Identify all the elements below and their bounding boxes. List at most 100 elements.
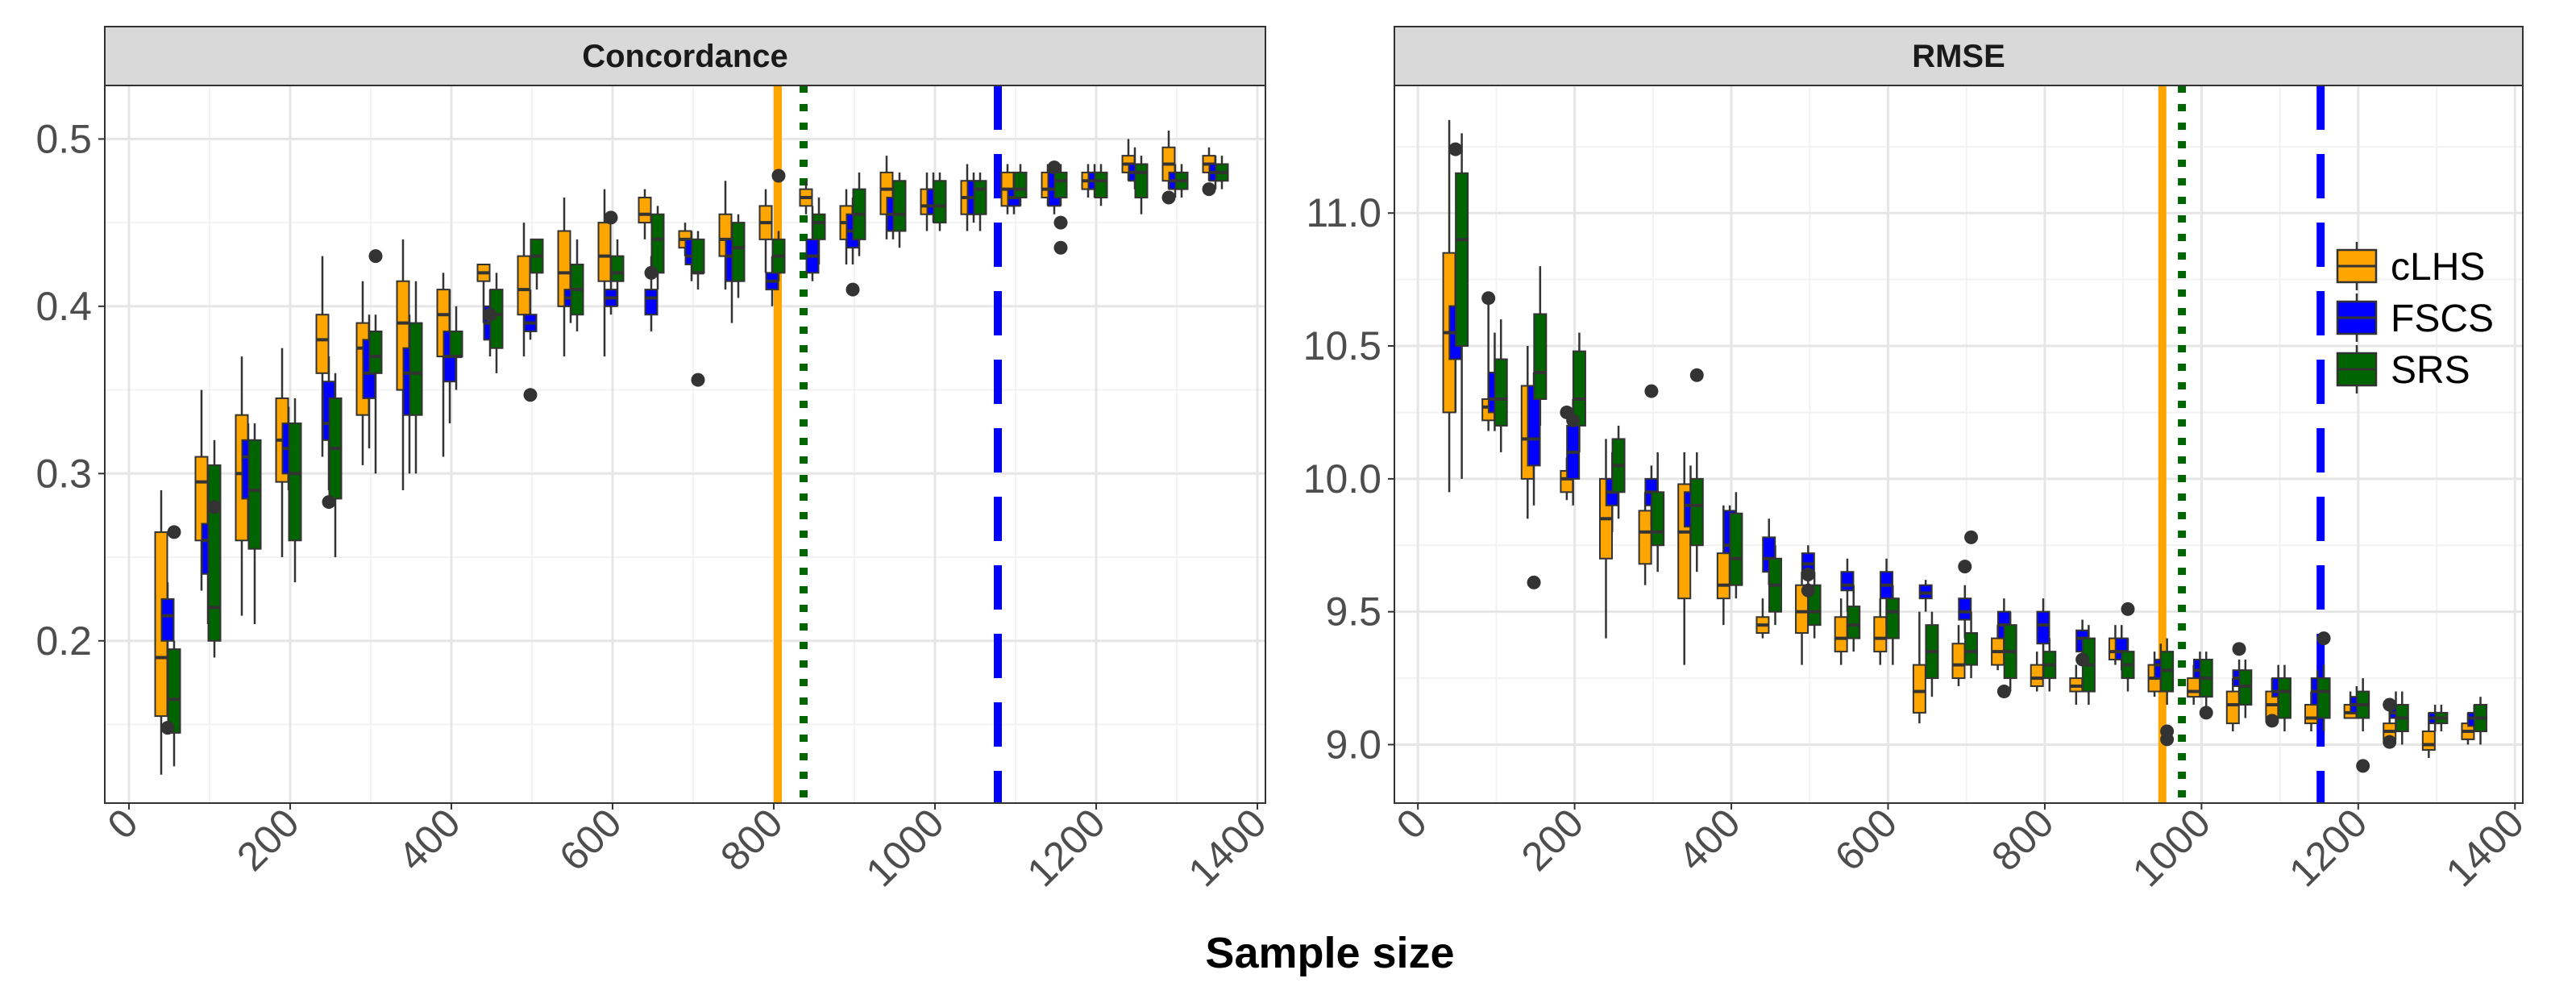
x-tick-label: 400 xyxy=(389,800,469,880)
box-SRS xyxy=(812,213,826,240)
outlier-point xyxy=(1996,685,2011,699)
y-tick-label: 0.3 xyxy=(35,451,92,496)
box-cLHS xyxy=(1912,664,1926,714)
outlier-point xyxy=(2199,706,2213,720)
box-SRS xyxy=(247,439,262,550)
outlier-point xyxy=(2356,759,2370,773)
y-tick-label: 10.0 xyxy=(1303,456,1381,502)
y-tick-label: 0.5 xyxy=(35,116,92,161)
x-tick-label: 1200 xyxy=(2280,800,2375,895)
panel-background xyxy=(1394,85,2523,803)
box-FSCS xyxy=(2036,610,2050,645)
box-cLHS xyxy=(638,196,652,224)
box-SRS xyxy=(1533,313,1548,400)
box-cLHS xyxy=(597,222,612,282)
outlier-point xyxy=(1566,413,1581,427)
box-SRS xyxy=(1134,163,1149,198)
box-cLHS xyxy=(1873,616,1888,653)
box-FSCS xyxy=(160,597,175,642)
outlier-point xyxy=(604,210,618,225)
box-cLHS xyxy=(2187,677,2201,698)
y-tick-label: 11.0 xyxy=(1306,190,1381,235)
box-SRS xyxy=(1885,597,1900,639)
box-SRS xyxy=(167,648,181,734)
outlier-point xyxy=(691,373,705,387)
outlier-point xyxy=(523,388,538,402)
x-tick-label: 1000 xyxy=(2124,800,2219,895)
outlier-point xyxy=(2160,732,2175,747)
x-tick-label: 600 xyxy=(1826,800,1906,880)
panel-rmse: RMSE 9.0 9.5 10.0 10.5 11.0 0 200 400 600 800 1000… xyxy=(1303,26,2532,895)
box-SRS xyxy=(449,330,463,358)
x-tick-label: 1400 xyxy=(1180,800,1275,895)
outlier-point xyxy=(1801,583,1815,597)
box-SRS xyxy=(1013,171,1028,198)
x-axis-label: Sample size xyxy=(1205,929,1454,977)
box-SRS xyxy=(691,238,705,274)
outlier-point xyxy=(1801,568,1815,582)
outlier-point xyxy=(1448,142,1463,156)
box-cLHS xyxy=(2225,690,2240,725)
box-SRS xyxy=(288,423,302,542)
outlier-point xyxy=(644,265,659,280)
panel-border xyxy=(1394,85,2524,804)
box-cLHS xyxy=(1638,510,1652,565)
outlier-point xyxy=(2383,735,2397,749)
legend-label-SRS: SRS xyxy=(2391,349,2470,392)
box-SRS xyxy=(933,180,947,224)
box-cLHS xyxy=(517,255,531,316)
outlier-point xyxy=(1958,560,1972,574)
outlier-point xyxy=(368,249,383,264)
outlier-point xyxy=(2316,631,2331,646)
outlier-point xyxy=(1527,575,1541,589)
box-SRS xyxy=(1847,606,1861,639)
x-tick-label: 800 xyxy=(712,800,791,880)
plot-area-rmse: 9.0 9.5 10.0 10.5 11.0 0 200 400 600 800 1000 1200 1… xyxy=(1303,85,2532,895)
box-FSCS xyxy=(1958,597,1972,621)
legend-label-FSCS: FSCS xyxy=(2391,298,2494,340)
box-SRS xyxy=(409,322,423,416)
outlier-point xyxy=(207,500,222,514)
x-tick-label: 1400 xyxy=(2437,800,2532,895)
outlier-point xyxy=(322,495,336,510)
box-SRS xyxy=(973,180,987,215)
outlier-point xyxy=(167,525,181,539)
box-SRS xyxy=(1689,477,1704,547)
panel-title-concordance: Concordance xyxy=(582,39,788,74)
outlier-point xyxy=(1053,240,1068,255)
legend: cLHS FSCS SRS xyxy=(2336,242,2494,393)
outlier-point xyxy=(160,721,175,735)
box-SRS xyxy=(1572,350,1586,427)
box-FSCS xyxy=(644,289,659,316)
box-cLHS xyxy=(1951,643,1966,680)
box-cLHS xyxy=(1834,616,1848,653)
box-SRS xyxy=(1651,491,1665,547)
x-tick-label: 0 xyxy=(99,800,147,847)
outlier-point xyxy=(2121,602,2135,616)
x-tick-label: 0 xyxy=(1388,800,1435,847)
outlier-point xyxy=(483,307,497,322)
box-SRS xyxy=(1729,512,1743,586)
box-SRS xyxy=(731,222,746,282)
panel-border xyxy=(104,85,1266,804)
x-tick-label: 1200 xyxy=(1019,800,1114,895)
box-SRS xyxy=(610,255,625,282)
box-SRS xyxy=(1094,171,1108,198)
outlier-point xyxy=(2265,714,2279,728)
outlier-point xyxy=(1481,291,1496,306)
box-cLHS xyxy=(2421,731,2436,751)
legend-label-cLHS: cLHS xyxy=(2391,246,2485,289)
y-tick-label: 0.4 xyxy=(35,284,92,329)
outlier-point xyxy=(2232,642,2246,656)
x-tick-label: 1000 xyxy=(858,800,953,895)
box-SRS xyxy=(368,330,383,374)
y-tick-label: 9.5 xyxy=(1325,589,1381,635)
box-SRS xyxy=(650,213,665,274)
outlier-point xyxy=(1047,160,1062,175)
x-tick-label: 800 xyxy=(1983,800,2063,880)
box-cLHS xyxy=(2304,704,2318,725)
outlier-point xyxy=(2075,652,2090,667)
plot-area-concordance: 0.2 0.3 0.4 0.5 0 200 400 600 800 1000 1200 1400 xyxy=(35,85,1275,895)
outlier-point xyxy=(1053,215,1068,230)
